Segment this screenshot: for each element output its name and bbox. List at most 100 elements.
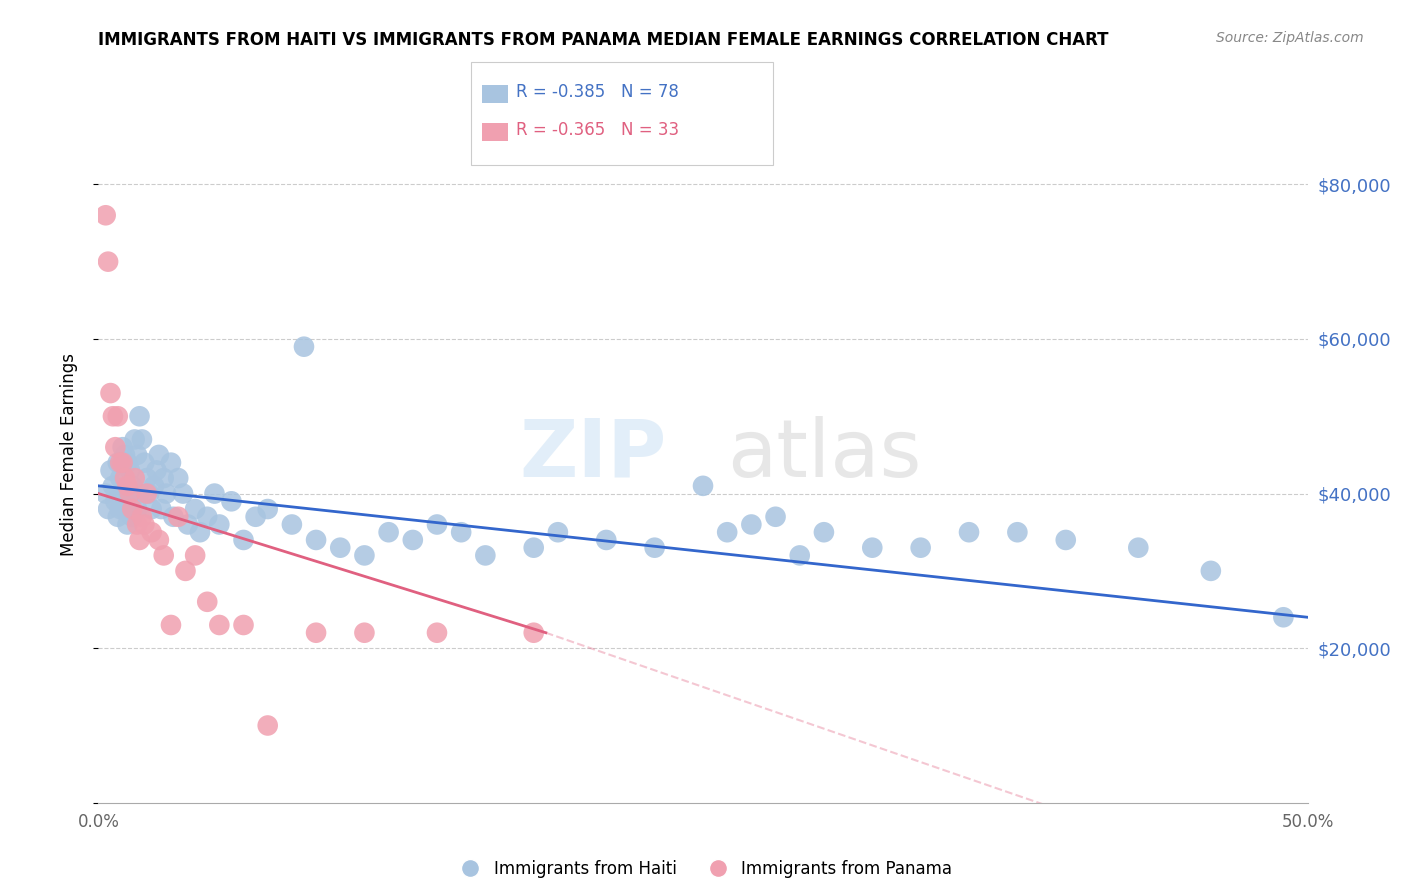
Point [111,486,134,500]
Point [329,541,352,555]
Point [547,525,569,540]
Point [1128,541,1150,555]
Point [94,486,117,500]
Point [644,541,666,555]
Point [172,486,194,500]
Point [135,471,157,485]
Point [957,525,980,540]
Text: Source: ZipAtlas.com: Source: ZipAtlas.com [1216,31,1364,45]
Point [101,409,124,424]
Point [127,517,149,532]
Point [94,208,117,222]
Point [128,486,150,500]
Point [108,502,131,516]
Point [232,618,254,632]
Point [127,448,149,462]
Point [474,549,496,563]
Point [108,471,131,485]
Point [692,479,714,493]
Point [377,525,399,540]
Point [131,433,153,447]
Point [100,463,122,477]
Point [292,340,315,354]
Point [101,479,124,493]
Point [740,517,762,532]
Point [281,517,304,532]
Legend: Immigrants from Haiti, Immigrants from Panama: Immigrants from Haiti, Immigrants from P… [447,854,959,885]
Point [184,502,207,516]
Point [232,533,254,547]
Point [131,509,153,524]
Point [121,509,143,524]
Point [177,517,200,532]
Point [167,509,190,524]
Point [121,479,143,493]
Point [143,479,166,493]
Point [595,533,617,547]
Y-axis label: Median Female Earnings: Median Female Earnings [59,353,77,557]
Point [1199,564,1222,578]
Point [152,471,174,485]
Point [184,549,207,563]
Point [523,625,546,640]
Point [107,409,129,424]
Point [128,533,150,547]
Point [141,525,163,540]
Point [148,533,170,547]
Point [221,494,243,508]
Point [813,525,835,540]
Point [765,509,787,524]
Point [426,517,449,532]
Point [117,479,139,493]
Point [114,448,136,462]
Point [107,509,129,524]
Point [426,625,449,640]
Point [117,456,139,470]
Text: R = -0.385   N = 78: R = -0.385 N = 78 [516,83,679,101]
Point [97,502,120,516]
Point [174,564,197,578]
Point [188,525,211,540]
Point [716,525,738,540]
Point [195,595,218,609]
Point [162,509,184,524]
Point [150,502,173,516]
Point [127,502,149,516]
Point [1054,533,1077,547]
Point [256,502,278,516]
Point [195,509,218,524]
Point [107,456,129,470]
Point [124,433,146,447]
Point [152,549,174,563]
Point [305,533,328,547]
Point [100,386,122,401]
Point [256,718,278,732]
Point [134,456,156,470]
Point [402,533,425,547]
Point [1272,610,1295,624]
Point [450,525,472,540]
Point [118,494,141,508]
Point [128,409,150,424]
Point [124,486,146,500]
Point [860,541,883,555]
Point [134,517,156,532]
Point [148,448,170,462]
Point [155,486,177,500]
Point [208,618,231,632]
Point [910,541,932,555]
Point [141,502,163,516]
Point [353,625,375,640]
Point [245,509,267,524]
Text: atlas: atlas [727,416,921,494]
Point [118,486,141,500]
Point [204,486,226,500]
Point [117,517,139,532]
Point [305,625,328,640]
Text: IMMIGRANTS FROM HAITI VS IMMIGRANTS FROM PANAMA MEDIAN FEMALE EARNINGS CORRELATI: IMMIGRANTS FROM HAITI VS IMMIGRANTS FROM… [98,31,1109,49]
Point [145,463,167,477]
Point [135,486,157,500]
Point [160,618,183,632]
Text: R = -0.365   N = 33: R = -0.365 N = 33 [516,121,679,139]
Point [138,486,160,500]
